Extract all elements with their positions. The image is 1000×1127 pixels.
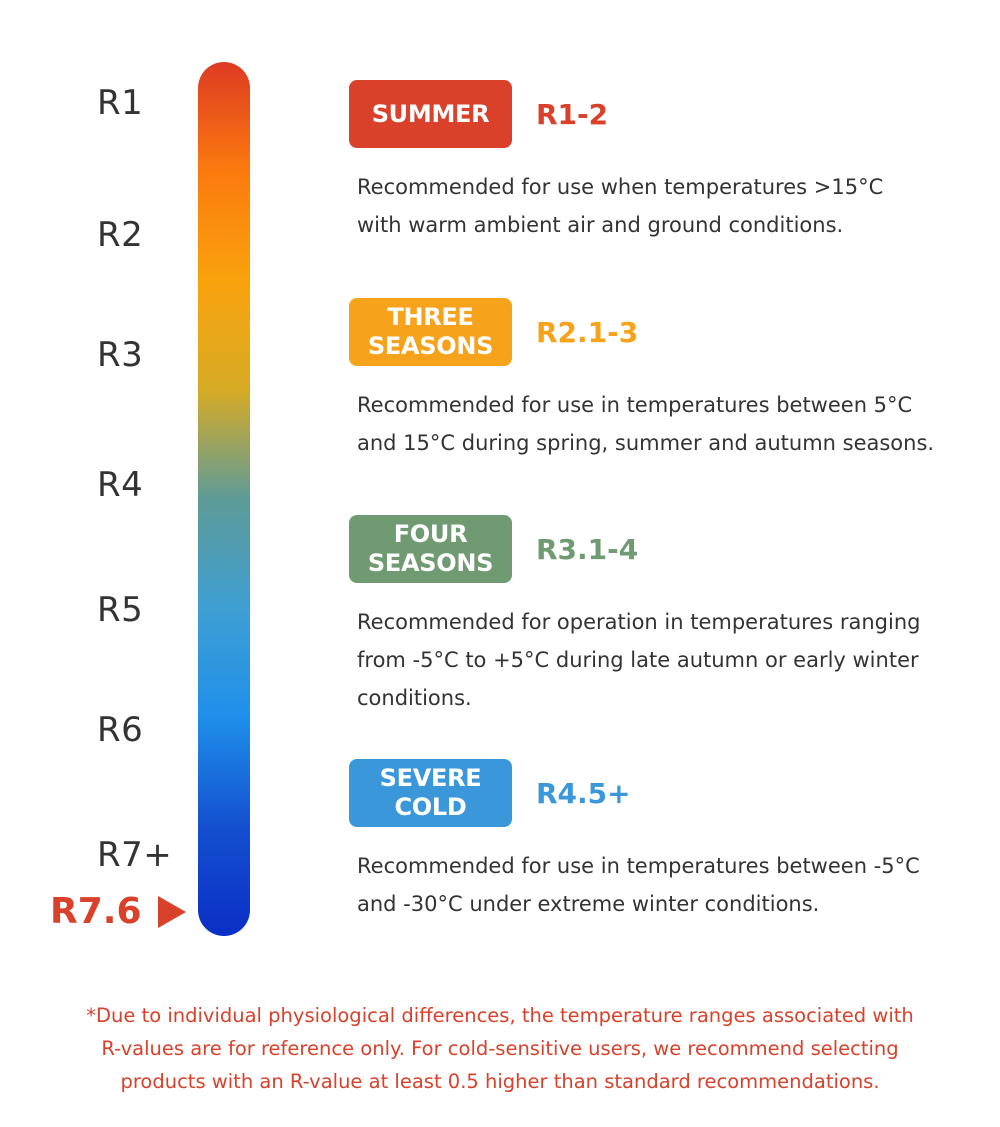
badge-label: SEVERE COLD xyxy=(379,764,482,821)
range-value: R3.1-4 xyxy=(536,532,639,566)
badge-label: SUMMER xyxy=(371,99,490,128)
badge-label: FOUR SEASONS xyxy=(367,520,494,577)
highlight-marker: R7.6 xyxy=(50,890,186,934)
highlight-value: R7.6 xyxy=(50,891,142,932)
scale-label-r1: R1 xyxy=(97,83,144,123)
section-header: FOUR SEASONS R3.1-4 xyxy=(349,515,969,583)
r-value-gradient-bar xyxy=(198,62,250,936)
season-badge-three-seasons: THREE SEASONS xyxy=(349,298,512,366)
range-value: R4.5+ xyxy=(536,776,631,810)
section-header: THREE SEASONS R2.1-3 xyxy=(349,298,969,366)
section-description: Recommended for use in temperatures betw… xyxy=(357,393,935,455)
season-badge-four-seasons: FOUR SEASONS xyxy=(349,515,512,583)
range-value: R2.1-3 xyxy=(536,315,639,349)
section-description: Recommended for use when temperatures >1… xyxy=(357,175,884,237)
disclaimer-footnote: *Due to individual physiological differe… xyxy=(86,1004,914,1093)
scale-label-r3: R3 xyxy=(97,335,144,375)
scale-label-r7plus: R7+ xyxy=(97,835,173,875)
scale-label-r2: R2 xyxy=(97,215,144,255)
season-badge-severe-cold: SEVERE COLD xyxy=(349,759,512,827)
section-three-seasons: THREE SEASONS R2.1-3 Recommended for use… xyxy=(349,298,969,462)
scale-label-r4: R4 xyxy=(97,465,144,505)
section-severe-cold: SEVERE COLD R4.5+ Recommended for use in… xyxy=(349,759,969,923)
section-summer: SUMMER R1-2 Recommended for use when tem… xyxy=(349,80,969,244)
section-header: SEVERE COLD R4.5+ xyxy=(349,759,969,827)
section-four-seasons: FOUR SEASONS R3.1-4 Recommended for oper… xyxy=(349,515,969,717)
range-value: R1-2 xyxy=(536,97,609,131)
season-badge-summer: SUMMER xyxy=(349,80,512,148)
badge-label: THREE SEASONS xyxy=(367,303,494,360)
arrow-right-icon xyxy=(157,896,186,928)
scale-label-r5: R5 xyxy=(97,590,144,630)
scale-label-r6: R6 xyxy=(97,710,144,750)
section-header: SUMMER R1-2 xyxy=(349,80,969,148)
section-description: Recommended for operation in temperature… xyxy=(357,610,921,710)
section-description: Recommended for use in temperatures betw… xyxy=(357,854,920,916)
